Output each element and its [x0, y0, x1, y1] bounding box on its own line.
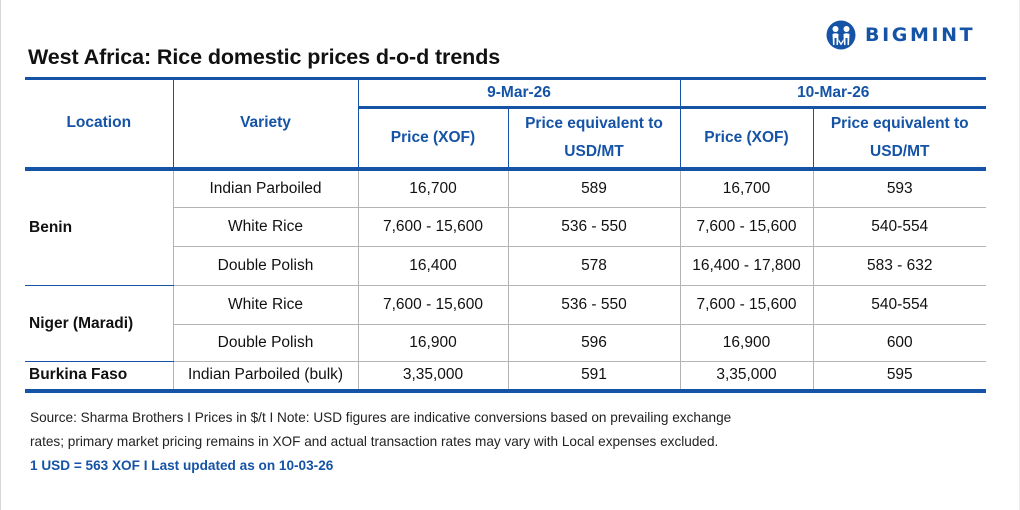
price-usd-cell: 536 - 550: [507, 207, 681, 247]
price-usd-cell: 540-554: [812, 285, 986, 325]
price-usd-cell: 595: [812, 361, 986, 393]
conversion-rate-note: 1 USD = 563 XOF I Last updated as on 10-…: [30, 458, 334, 473]
location-cell: Burkina Faso: [25, 361, 174, 393]
variety-cell: Double Polish: [172, 246, 359, 286]
price-usd-cell: 578: [507, 246, 681, 286]
table-row: Burkina Faso Indian Parboiled (bulk) 3,3…: [25, 361, 986, 393]
table-row: Niger (Maradi) White Rice 7,600 - 15,600…: [25, 285, 986, 362]
brand-logo: BIGMINT: [826, 20, 975, 50]
exchange-note: rates; primary market pricing remains in…: [30, 434, 719, 449]
table-row: White Rice 7,600 - 15,600 536 - 550 7,60…: [25, 207, 986, 247]
footnotes: Source: Sharma Brothers I Prices in $/t …: [30, 406, 731, 478]
brand-name: BIGMINT: [865, 24, 976, 46]
variety-cell: Double Polish: [172, 324, 359, 362]
price-xof-cell: 7,600 - 15,600: [679, 207, 814, 247]
price-xof-cell: 16,700: [357, 168, 509, 208]
header-price-usd-1: Price equivalent to USD/MT: [508, 107, 681, 171]
table-row: Benin Indian Parboiled 16,700 589 16,700…: [25, 168, 986, 286]
header-variety: Variety: [173, 77, 359, 171]
location-cell: Niger (Maradi): [25, 285, 174, 362]
price-xof-cell: 16,900: [679, 324, 814, 362]
header-price-usd-2: Price equivalent to USD/MT: [813, 107, 986, 171]
price-xof-cell: 16,400: [357, 246, 509, 286]
price-xof-cell: 7,600 - 15,600: [357, 285, 509, 325]
price-usd-cell: 591: [507, 361, 681, 393]
variety-cell: White Rice: [172, 285, 359, 325]
page-left-edge: [0, 0, 1, 510]
price-usd-cell: 589: [507, 168, 681, 208]
price-usd-cell: 540-554: [812, 207, 986, 247]
price-usd-cell: 583 - 632: [812, 246, 986, 286]
variety-cell: Indian Parboiled (bulk): [172, 361, 359, 393]
price-xof-cell: 7,600 - 15,600: [679, 285, 814, 325]
price-xof-cell: 16,400 - 17,800: [679, 246, 814, 286]
price-usd-cell: 593: [812, 168, 986, 208]
header-date-1: 9-Mar-26: [358, 77, 681, 109]
location-cell: Benin: [25, 168, 174, 286]
price-usd-cell: 600: [812, 324, 986, 362]
rice-prices-table: Location Variety 9-Mar-26 10-Mar-26 Pric…: [25, 77, 986, 393]
price-xof-cell: 16,900: [357, 324, 509, 362]
price-xof-cell: 7,600 - 15,600: [357, 207, 509, 247]
header-date-2: 10-Mar-26: [680, 77, 986, 109]
price-xof-cell: 16,700: [679, 168, 814, 208]
bigmint-logo-icon: [826, 20, 856, 50]
variety-cell: White Rice: [172, 207, 359, 247]
header-location: Location: [25, 77, 174, 171]
page-title: West Africa: Rice domestic prices d-o-d …: [28, 45, 501, 69]
price-xof-cell: 3,35,000: [357, 361, 509, 393]
header-price-xof-1: Price (XOF): [358, 107, 509, 171]
table-row: Double Polish 16,900 596 16,900 600: [25, 324, 986, 362]
header-price-xof-2: Price (XOF): [680, 107, 814, 171]
price-usd-cell: 536 - 550: [507, 285, 681, 325]
price-usd-cell: 596: [507, 324, 681, 362]
source-note: Source: Sharma Brothers I Prices in $/t …: [30, 410, 732, 425]
price-xof-cell: 3,35,000: [679, 361, 814, 393]
variety-cell: Indian Parboiled: [172, 168, 359, 208]
